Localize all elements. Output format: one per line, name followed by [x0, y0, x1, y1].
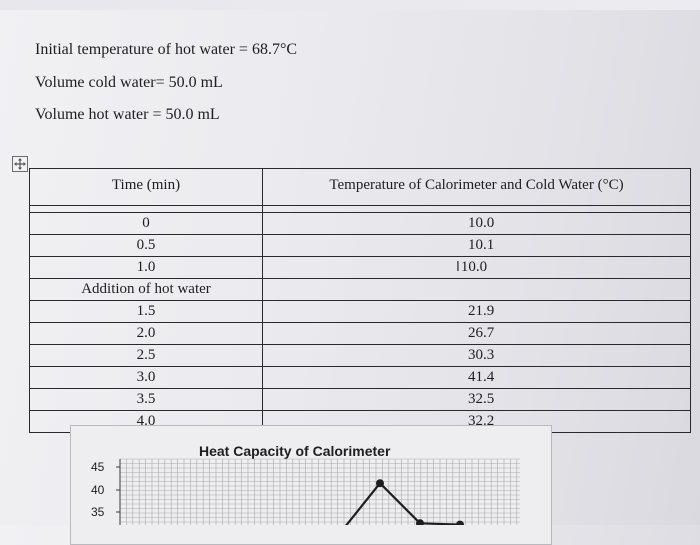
- text-cursor-icon: Ⅰ: [456, 260, 460, 275]
- table-row: 2.0 26.7: [29, 322, 691, 345]
- chart-series: [345, 479, 464, 525]
- table-row: 0 10.0: [29, 212, 691, 235]
- volume-cold-water-text: Volume cold water= 50.0 mL: [35, 74, 223, 91]
- header-time: Time (min): [29, 168, 263, 206]
- data-point: [456, 520, 464, 525]
- chart-grid: [116, 458, 520, 525]
- table-row: 3.5 32.5: [29, 388, 691, 411]
- temperature-value: 10.0: [460, 259, 488, 275]
- temperature-table: Time (min) Temperature of Calorimeter an…: [29, 168, 691, 433]
- series-line: [345, 481, 461, 525]
- header-temperature: Temperature of Calorimeter and Cold Wate…: [262, 168, 691, 206]
- y-tick-label: 40: [91, 483, 105, 497]
- chart-title: Heat Capacity of Calorimeter: [199, 443, 391, 459]
- time-cell[interactable]: Addition of hot water: [29, 278, 263, 301]
- data-point: [376, 479, 384, 488]
- initial-temperature-text: Initial temperature of hot water = 68.7°…: [35, 41, 298, 58]
- y-tick-label: 35: [91, 505, 105, 519]
- data-point: [416, 519, 424, 525]
- table-move-handle-icon[interactable]: [12, 156, 28, 172]
- volume-hot-water-text: Volume hot water = 50.0 mL: [35, 106, 220, 123]
- y-tick-label: 45: [91, 460, 105, 474]
- table-row: 0.5 10.1: [29, 234, 691, 257]
- chart-plot: [116, 458, 520, 525]
- top-border: [0, 0, 700, 10]
